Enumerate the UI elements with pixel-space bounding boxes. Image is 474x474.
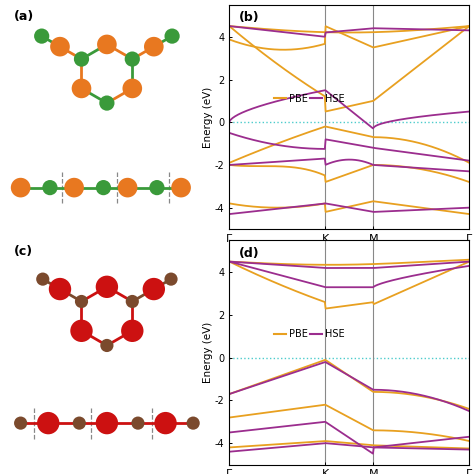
Point (38, 32, 46, 40)
Point (56, 43, 64, 50)
Point (45, 419, 52, 427)
Point (168, 32, 176, 40)
Text: (b): (b) (239, 11, 260, 25)
Point (17, 419, 25, 427)
Y-axis label: Energy (eV): Energy (eV) (203, 322, 213, 383)
Point (128, 55, 136, 63)
Point (153, 184, 161, 191)
Point (56, 285, 64, 293)
Point (78, 85, 85, 92)
Point (103, 342, 111, 349)
Point (134, 419, 142, 427)
Text: (c): (c) (14, 246, 33, 258)
Point (128, 85, 136, 92)
Point (162, 419, 169, 427)
Point (128, 327, 136, 335)
Point (103, 419, 111, 427)
Point (17, 184, 25, 191)
Point (78, 327, 85, 335)
Point (190, 419, 197, 427)
Point (150, 43, 157, 50)
Point (167, 275, 175, 283)
Point (150, 285, 157, 293)
Point (103, 41, 111, 48)
Point (100, 184, 107, 191)
Point (78, 55, 85, 63)
Point (78, 298, 85, 305)
Y-axis label: Energy (eV): Energy (eV) (203, 86, 213, 147)
Point (70, 184, 78, 191)
Legend: PBE, HSE: PBE, HSE (270, 325, 348, 343)
Point (75, 419, 83, 427)
Point (124, 184, 131, 191)
Point (103, 99, 111, 107)
Legend: PBE, HSE: PBE, HSE (270, 90, 348, 108)
Text: (a): (a) (14, 10, 34, 23)
Point (177, 184, 185, 191)
Text: (d): (d) (239, 247, 260, 260)
Point (128, 298, 136, 305)
Point (46, 184, 54, 191)
Point (39, 275, 46, 283)
Point (103, 283, 111, 291)
